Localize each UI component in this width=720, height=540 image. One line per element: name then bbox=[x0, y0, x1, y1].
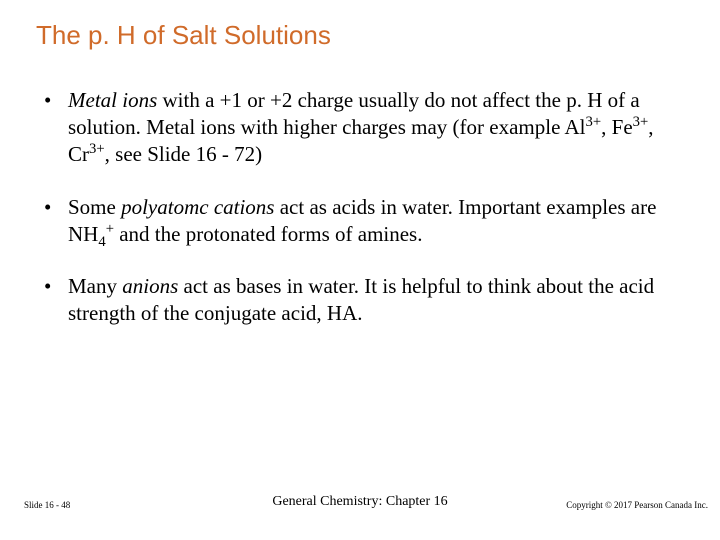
bullet2-sup: + bbox=[106, 221, 114, 237]
footer-copyright: Copyright © 2017 Pearson Canada Inc. bbox=[566, 500, 708, 510]
bullet2-pre: Some bbox=[68, 195, 121, 219]
bullet3-italic: anions bbox=[122, 274, 178, 298]
bullet-item-3: Many anions act as bases in water. It is… bbox=[40, 273, 690, 327]
bullet-item-1: Metal ions with a +1 or +2 charge usuall… bbox=[40, 87, 690, 168]
bullet-list: Metal ions with a +1 or +2 charge usuall… bbox=[30, 87, 690, 327]
bullet2-sub: 4 bbox=[98, 234, 105, 250]
slide-title: The p. H of Salt Solutions bbox=[36, 20, 690, 51]
bullet1-italic: Metal ions bbox=[68, 88, 157, 112]
bullet1-sup2: 3+ bbox=[633, 114, 649, 130]
bullet-item-2: Some polyatomc cations act as acids in w… bbox=[40, 194, 690, 248]
bullet1-sup3: 3+ bbox=[89, 141, 105, 157]
bullet2-italic: polyatomc cations bbox=[121, 195, 274, 219]
bullet1-lead: Metal ions bbox=[68, 88, 157, 112]
slide-container: The p. H of Salt Solutions Metal ions wi… bbox=[0, 0, 720, 540]
bullet2-tail: and the protonated forms of amines. bbox=[114, 222, 423, 246]
bullet3-pre: Many bbox=[68, 274, 122, 298]
bullet1-sup1: 3+ bbox=[586, 114, 602, 130]
bullet1-tail: , see Slide 16 - 72) bbox=[105, 142, 262, 166]
bullet1-mid1: , Fe bbox=[601, 115, 633, 139]
